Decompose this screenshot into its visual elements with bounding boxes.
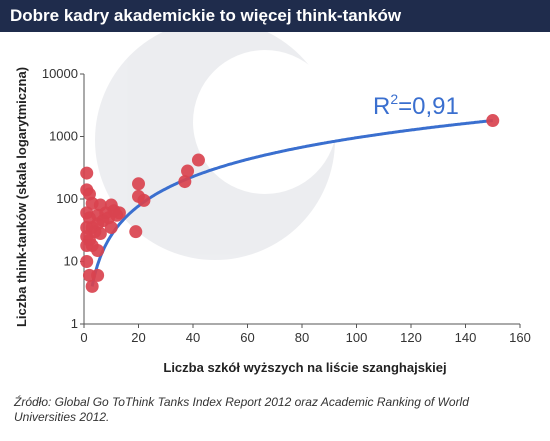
x-tick-label: 140: [455, 330, 477, 345]
data-point: [107, 204, 121, 218]
data-point: [91, 268, 105, 282]
data-point: [129, 225, 143, 239]
data-point: [80, 255, 94, 268]
x-tick-label: 40: [186, 330, 200, 345]
trendline-group: [90, 119, 494, 287]
y-tick-label: 1000: [49, 129, 78, 144]
data-point: [486, 114, 500, 128]
x-tick-label: 80: [295, 330, 309, 345]
data-point: [91, 243, 105, 257]
title-bar: Dobre kadry akademickie to więcej think-…: [0, 0, 550, 32]
page-title: Dobre kadry akademickie to więcej think-…: [10, 6, 402, 25]
x-tick-label: 100: [346, 330, 368, 345]
y-tick-label: 10000: [42, 66, 78, 81]
watermark-logo: [95, 32, 337, 260]
x-tick-label: 60: [240, 330, 254, 345]
r-squared-annotation: R2=0,91: [373, 91, 459, 120]
x-tick-label: 120: [400, 330, 422, 345]
x-tick-label: 20: [131, 330, 145, 345]
data-points: [80, 114, 500, 293]
x-tick-label: 160: [509, 330, 531, 345]
trendline: [90, 119, 494, 287]
data-point: [93, 227, 107, 241]
data-point: [137, 193, 151, 207]
chart-axes: 1 10 100 1000 10000 0 20 40 60 80 100 120 140 160: [42, 66, 531, 345]
x-axis-title: Liczba szkół wyższych na liście szanghaj…: [163, 360, 446, 375]
y-tick-label: 1: [71, 316, 78, 331]
y-tick-label: 100: [56, 191, 78, 206]
data-point: [85, 279, 99, 293]
data-point: [132, 177, 145, 191]
y-tick-label: 10: [64, 254, 78, 269]
data-point: [80, 166, 94, 180]
data-point: [191, 153, 205, 167]
data-point: [178, 175, 192, 189]
scatter-chart: 1 10 100 1000 10000 0 20 40 60 80 100 120 140 160 R2=…: [14, 32, 531, 375]
source-note: Źródło: Global Go ToThink Tanks Index Re…: [14, 395, 469, 424]
x-tick-label: 0: [80, 330, 87, 345]
y-axis-title: Liczba think-tanków (skala logarytmiczna…: [14, 67, 29, 327]
data-point: [181, 164, 195, 178]
